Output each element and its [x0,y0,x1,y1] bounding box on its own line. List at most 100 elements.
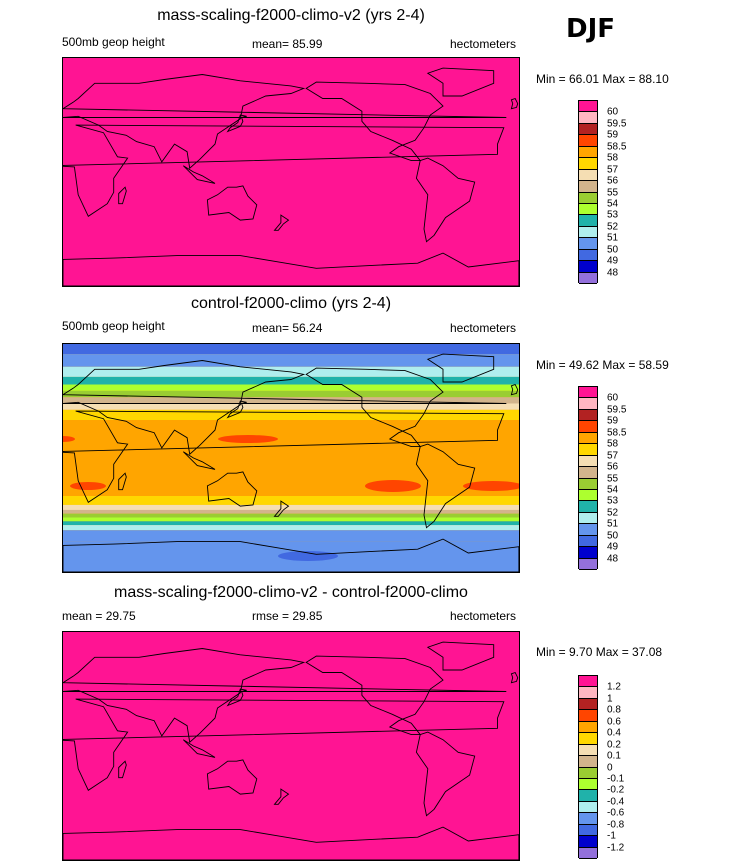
panel1-coastlines [63,67,519,286]
panel3-coastline-greenland [426,641,495,671]
panel1-colorbar-label: 59 [607,129,619,141]
panel2-title: control-f2000-climo (yrs 2-4) [190,295,392,312]
panel1-colorbar-label: 49 [607,255,619,267]
panel1-colorbar-label: 58.5 [607,141,627,153]
panel1-colorbar-swatch [579,226,597,239]
panel2-units-label: hectometers [450,321,517,335]
panel1-coastline-northamerica [305,81,444,162]
panel2-colorbar-label: 58 [607,438,619,450]
panel2-zonal-band [63,525,519,531]
panel1-colorbar-swatch [579,181,597,193]
panel1-coastline-uk [510,97,519,110]
panel3-colorbar-swatch [579,790,597,802]
panel1-map [62,57,520,287]
panel2-mean-label: mean= 56.24 [252,321,323,335]
panel2-colorbar-swatch [579,524,597,536]
panel1-colorbar-swatch [579,192,597,204]
panel2-high-blob [63,436,75,442]
panel3-colorbar-label: 0.2 [607,739,621,751]
panel3-map [62,631,520,861]
panel2-colorbar-swatch [579,444,597,456]
panel2-colorbar-swatch [579,547,597,559]
panel3-coastline-southamerica [415,731,476,817]
panel3-colorbar-swatch [579,676,597,688]
panel3-coastline-antarctica [63,826,519,860]
panel3-colorbar: 1.2 1 0.8 0.6 0.4 0.2 0.1 0 -0.1 -0.2 -0.4 -0.6 -0.8… [578,675,624,859]
panel1-coastline-greenland [426,67,495,97]
panel2-high-blob [365,480,421,492]
panel2-colorbar-swatch [579,489,597,502]
panel2-coastline-newzealand [273,500,290,517]
panel2-map [62,343,520,573]
panel2-zonal-band [63,530,519,542]
panel3-minmax: Min = 9.70 Max = 37.08 [536,645,663,659]
panel1-colorbar-label: 48 [607,267,619,279]
panel3-coastline-australia [206,759,258,795]
panel3-units-label: hectometers [450,609,517,623]
panel3-colorbar-label: 1.2 [607,681,621,693]
panel1-colorbar-label: 52 [607,221,619,233]
panel1-coastline-japan [226,114,247,133]
panel3-colorbar-label: -0.6 [607,807,625,819]
panel2-colorbar-swatch [579,432,597,445]
panel1-colorbar-swatch [579,158,597,170]
panel1-colorbar-label: 60 [607,106,619,118]
panel3-mean-label: mean = 29.75 [62,609,136,623]
panel1-units-label: hectometers [450,37,517,51]
panel2-low-region [303,344,519,354]
panel3-colorbar-label: 0 [607,762,613,773]
panel2-field-and-coastlines [63,344,519,572]
panel1-colorbar-swatch [579,101,597,113]
panel2-coastline-madagascar [118,472,127,491]
panel1-coastline-newzealand [273,214,290,231]
panel3-colorbar-swatch [579,824,597,837]
panel2-coastline-japan [226,400,247,419]
panel1-colorbar-label: 51 [607,232,619,244]
panel2-colorbar-label: 54 [607,484,619,496]
panel1-colorbar-swatch [579,261,597,273]
panel3-title: mass-scaling-f2000-climo-v2 - control-f2… [114,584,468,601]
panel2-zonal-band [63,521,519,526]
panel3-colorbar-swatch [579,698,597,711]
panel3-colorbar-swatch [579,710,597,722]
panel3-coastline-africa [63,698,505,791]
panel2-zonal-band [63,397,519,404]
panel3-colorbar-swatch [579,721,597,734]
panel3-colorbar-label: 1 [607,693,613,705]
panel2-low-blob [278,551,338,561]
panel3-rmse-label: rmse = 29.85 [252,609,323,623]
panel2-colorbar-swatch [579,398,597,410]
panel2-colorbar-label: 58.5 [607,427,627,439]
panel2-colorbar-label: 55 [607,473,619,484]
panel2-colorbar-label: 50 [607,530,619,542]
panel3-colorbar-label: 0.1 [607,750,621,762]
panel2-colorbar-swatch [579,455,597,468]
panel1-colorbar-label: 58 [607,152,619,164]
panel3-colorbar-swatch [579,801,597,814]
panel1-colorbar: 60 59.5 59 58.5 58 57 56 55 54 53 52 51 50 49 48 [578,100,626,284]
panel2-zonal-band [63,509,519,514]
panel2-zonal-band [63,504,519,510]
panel2-colorbar-swatch [579,478,597,490]
panel1-colorbar-swatch [579,146,597,159]
panel2-colorbar: 60 59.5 59 58.5 58 57 56 55 54 53 52 51 50 49 48 [578,386,626,570]
panel1-coastline-indonesia [182,165,216,184]
panel3-colorbar-swatch [579,687,597,699]
panel2-coastline-southamerica [415,443,476,529]
panel1-colorbar-label: 57 [607,164,619,176]
panel2-zonal-band [63,496,519,505]
panel2-high-blob [463,481,519,491]
panel3-coastline-indonesia [182,739,216,758]
panel2-variable-label: 500mb geop height [62,319,165,333]
panel2-high-blob [70,482,106,490]
panel3-colorbar-swatch [579,836,597,848]
panel3-coastline-uk [510,671,519,684]
panel1-coastline-southamerica [415,157,476,243]
season-label: DJF [566,14,616,44]
panel2-coastline-uk [510,383,519,396]
panel2-colorbar-swatch [579,512,597,525]
panel1-colorbar-swatch [579,169,597,182]
panel2-colorbar-label: 59 [607,415,619,427]
panel1-colorbar-label: 56 [607,175,619,187]
panel3-colorbar-label: -1 [607,830,616,842]
